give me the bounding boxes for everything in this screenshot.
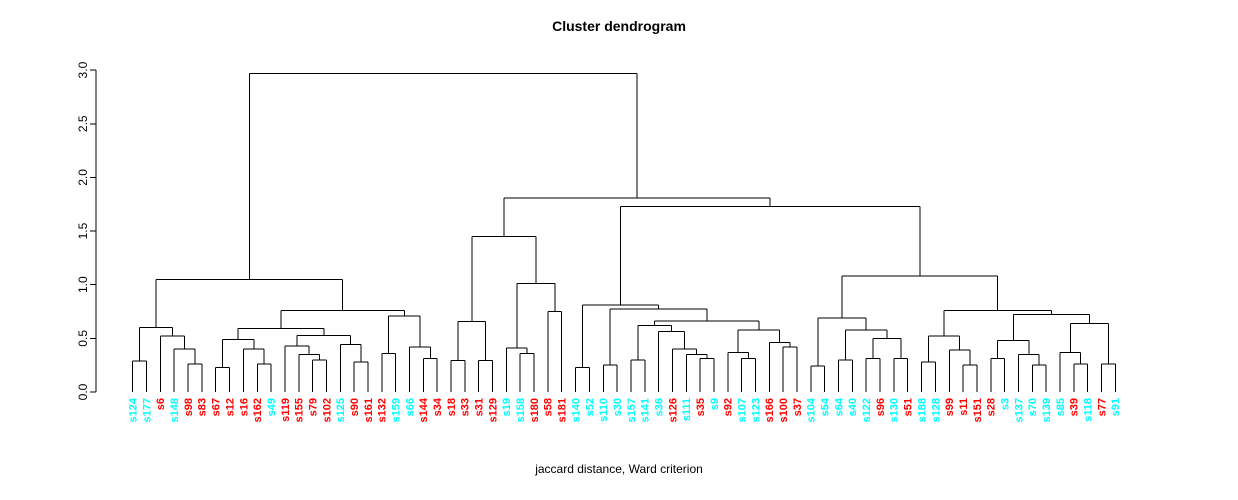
leaf-label: s102 — [321, 398, 333, 422]
y-axis-tick-label: 2.5 — [76, 115, 90, 132]
leaf-label: s122 — [861, 398, 873, 422]
leaf-label: s107 — [737, 398, 749, 422]
leaf-label: s124 — [128, 397, 140, 422]
leaf-label: s98 — [183, 398, 195, 416]
y-axis-tick-label: 2.0 — [76, 169, 90, 186]
leaf-label: s110 — [598, 398, 610, 422]
leaf-label: s39 — [1069, 398, 1081, 416]
chart-title: Cluster dendrogram — [552, 18, 686, 34]
leaf-label: s33 — [460, 398, 472, 416]
leaf-label: s91 — [1110, 398, 1122, 416]
leaf-label: s11 — [958, 398, 970, 416]
leaf-label: s34 — [432, 397, 444, 416]
leaf-label: s58 — [543, 398, 555, 416]
leaf-label: s6 — [155, 398, 167, 410]
leaf-label: s125 — [335, 398, 347, 422]
leaf-label: s3 — [999, 398, 1011, 410]
leaf-label: s188 — [916, 398, 928, 422]
leaf-label: s162 — [252, 398, 264, 422]
leaf-label: s51 — [903, 398, 915, 416]
leaf-label: s128 — [930, 398, 942, 422]
leaf-label: s129 — [487, 398, 499, 422]
leaf-label: s83 — [197, 398, 209, 416]
leaf-label: s85 — [1055, 398, 1067, 416]
leaf-label: s100 — [778, 398, 790, 422]
leaf-label: s161 — [363, 398, 375, 422]
y-axis-tick-label: 0.5 — [76, 330, 90, 347]
leaf-label: s70 — [1027, 398, 1039, 416]
leaf-label: s9 — [709, 398, 721, 410]
leaf-label: s111 — [681, 398, 693, 421]
leaf-label: s104 — [806, 397, 818, 422]
leaf-label: s37 — [792, 398, 804, 416]
leaf-label: s12 — [224, 398, 236, 416]
leaf-label: s137 — [1013, 398, 1025, 422]
leaf-label: s49 — [266, 398, 278, 416]
leaf-label: s158 — [515, 398, 527, 422]
leaf-label: s54 — [820, 397, 832, 416]
leaf-label: s180 — [529, 398, 541, 422]
leaf-label: s77 — [1096, 398, 1108, 416]
leaf-label: s18 — [446, 398, 458, 416]
leaf-label: s159 — [391, 398, 403, 422]
leaf-label: s35 — [695, 398, 707, 416]
leaf-label: s90 — [349, 398, 361, 416]
leaf-label: s140 — [570, 398, 582, 422]
leaf-label: s126 — [667, 398, 679, 422]
leaf-label: s66 — [404, 398, 416, 416]
leaf-label: s28 — [986, 398, 998, 416]
y-axis-tick-label: 1.5 — [76, 222, 90, 239]
leaf-label: s132 — [377, 398, 389, 422]
y-axis-tick-label: 3.0 — [76, 61, 90, 78]
leaf-label: s36 — [653, 398, 665, 416]
leaf-label: s99 — [944, 398, 956, 416]
leaf-label: s30 — [612, 398, 624, 416]
leaf-label: s67 — [211, 398, 223, 416]
leaf-label: s166 — [764, 398, 776, 422]
y-axis-tick-label: 0.0 — [76, 383, 90, 400]
y-axis-tick-label: 1.0 — [76, 276, 90, 293]
leaf-label: s177 — [141, 398, 153, 422]
leaf-label: s144 — [418, 397, 430, 422]
leaf-label: s16 — [238, 398, 250, 416]
leaf-label: s19 — [501, 398, 513, 416]
leaf-label: s157 — [626, 398, 638, 422]
leaf-label: s181 — [557, 398, 569, 422]
leaf-label: s123 — [750, 398, 762, 422]
leaf-label: s79 — [307, 398, 319, 416]
leaf-label: s118 — [1083, 398, 1095, 422]
x-axis-label: jaccard distance, Ward criterion — [535, 462, 703, 476]
leaf-label: s141 — [640, 398, 652, 422]
leaf-label: s31 — [474, 398, 486, 416]
leaf-label: s52 — [584, 398, 596, 416]
leaf-label: s64 — [833, 397, 845, 416]
leaf-label: s151 — [972, 398, 984, 422]
leaf-label: s130 — [889, 398, 901, 422]
leaf-label: s96 — [875, 398, 887, 416]
leaf-label: s139 — [1041, 398, 1053, 422]
leaf-label: s40 — [847, 398, 859, 416]
leaf-label: s155 — [294, 398, 306, 422]
leaf-label: s119 — [280, 398, 292, 422]
leaf-label: s148 — [169, 398, 181, 422]
leaf-label: s92 — [723, 398, 735, 416]
